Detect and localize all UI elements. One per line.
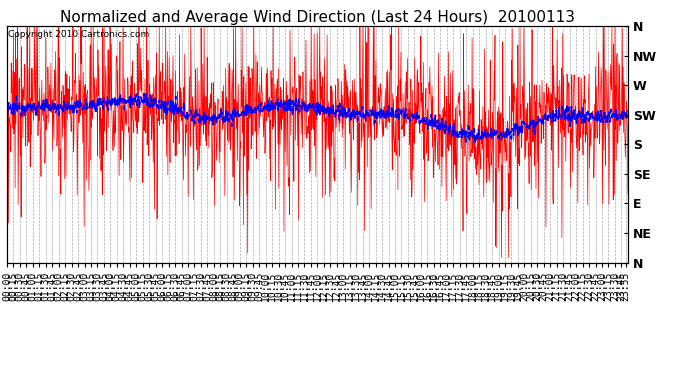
Title: Normalized and Average Wind Direction (Last 24 Hours)  20100113: Normalized and Average Wind Direction (L…	[60, 10, 575, 25]
Text: Copyright 2010 Cartronics.com: Copyright 2010 Cartronics.com	[8, 30, 149, 39]
